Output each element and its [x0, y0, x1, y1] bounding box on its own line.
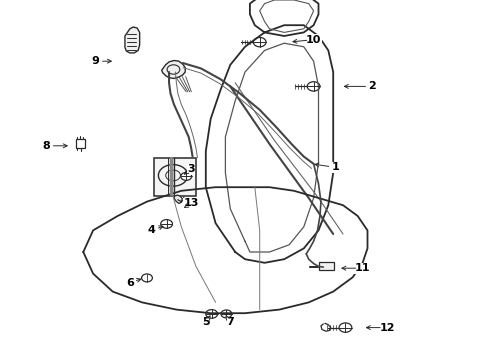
Text: 8: 8 [43, 141, 50, 151]
Text: 12: 12 [379, 323, 395, 333]
Text: 6: 6 [126, 278, 134, 288]
Text: 3: 3 [187, 164, 195, 174]
Text: 2: 2 [368, 81, 376, 91]
Circle shape [142, 274, 152, 282]
Circle shape [161, 220, 172, 228]
Text: 5: 5 [202, 317, 210, 327]
Circle shape [307, 82, 320, 91]
Circle shape [339, 323, 352, 332]
Text: 10: 10 [306, 35, 321, 45]
Text: 11: 11 [355, 263, 370, 273]
Polygon shape [162, 60, 185, 78]
Circle shape [181, 172, 192, 180]
Text: 7: 7 [226, 317, 234, 327]
Text: 9: 9 [92, 56, 99, 66]
Text: 13: 13 [183, 198, 199, 208]
Polygon shape [125, 27, 140, 53]
Polygon shape [154, 158, 196, 196]
Text: 4: 4 [148, 225, 156, 235]
Circle shape [253, 37, 266, 47]
Circle shape [221, 310, 232, 318]
Circle shape [206, 310, 218, 318]
Polygon shape [318, 262, 334, 270]
Text: 1: 1 [332, 162, 340, 172]
Polygon shape [174, 195, 182, 203]
